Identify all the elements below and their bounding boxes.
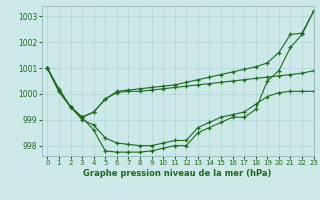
X-axis label: Graphe pression niveau de la mer (hPa): Graphe pression niveau de la mer (hPa)	[84, 169, 272, 178]
